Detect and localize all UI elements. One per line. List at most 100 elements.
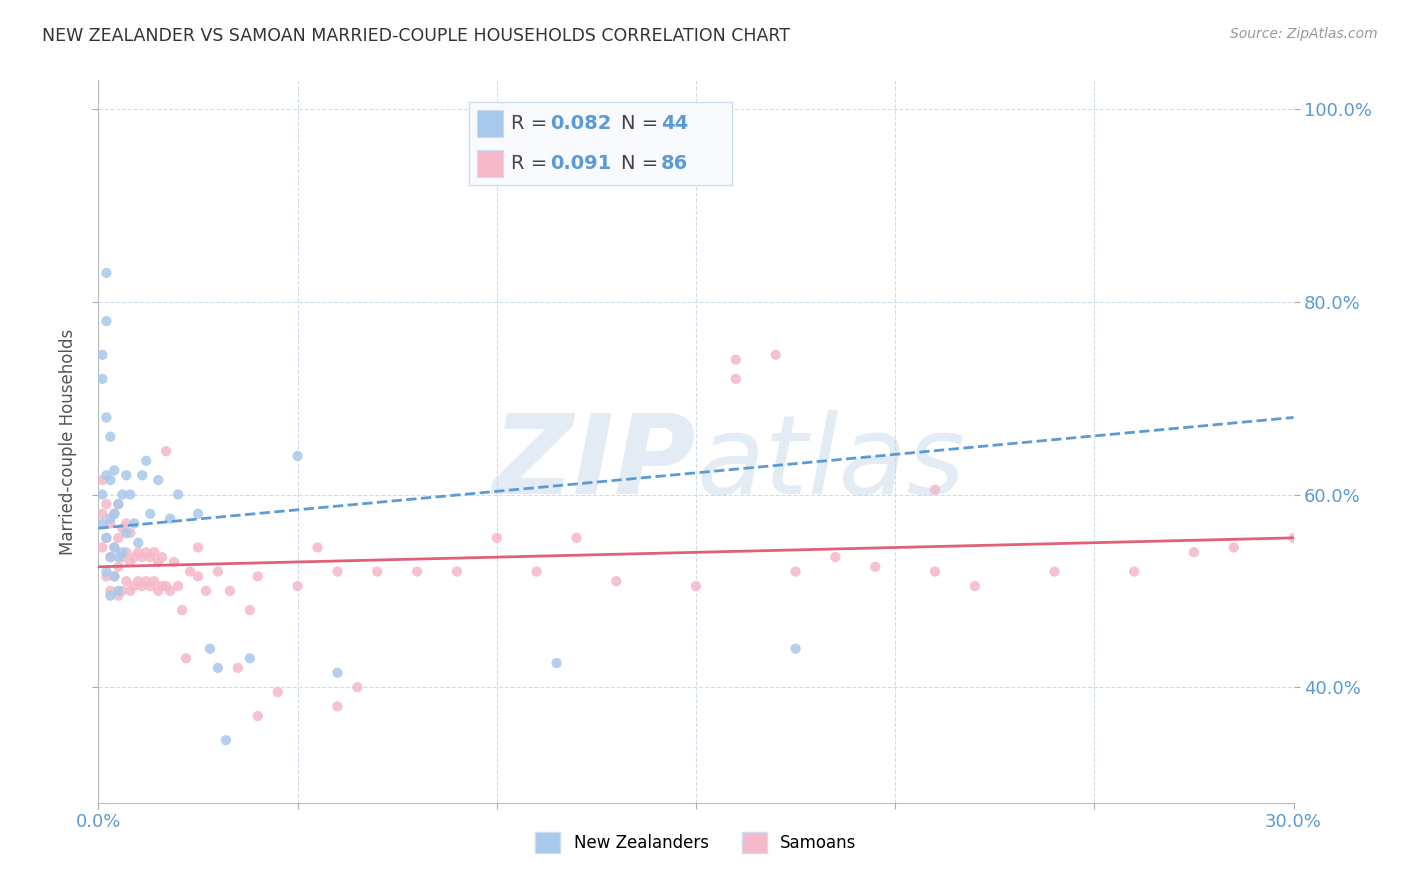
Point bbox=[1282, 531, 1305, 545]
Point bbox=[98, 583, 122, 598]
Legend: New Zealanders, Samoans: New Zealanders, Samoans bbox=[529, 826, 863, 860]
Point bbox=[187, 569, 209, 583]
Point bbox=[685, 579, 707, 593]
Point bbox=[326, 699, 349, 714]
Point bbox=[111, 521, 134, 535]
Point bbox=[96, 565, 118, 579]
Point bbox=[865, 559, 887, 574]
Point bbox=[155, 444, 177, 458]
Point bbox=[167, 579, 190, 593]
Point bbox=[111, 545, 134, 559]
Point bbox=[172, 603, 194, 617]
Point bbox=[246, 569, 269, 583]
Point bbox=[485, 531, 508, 545]
Point bbox=[187, 541, 209, 555]
Point bbox=[765, 348, 787, 362]
Point bbox=[326, 665, 349, 680]
Point bbox=[131, 579, 153, 593]
Point bbox=[163, 555, 186, 569]
Text: NEW ZEALANDER VS SAMOAN MARRIED-COUPLE HOUSEHOLDS CORRELATION CHART: NEW ZEALANDER VS SAMOAN MARRIED-COUPLE H… bbox=[42, 27, 790, 45]
Point bbox=[135, 454, 157, 468]
Point bbox=[785, 565, 807, 579]
Point bbox=[91, 487, 114, 501]
Point bbox=[98, 516, 122, 531]
Point bbox=[96, 314, 118, 328]
Point bbox=[1043, 565, 1066, 579]
Point bbox=[239, 603, 262, 617]
Point bbox=[91, 507, 114, 521]
Point bbox=[98, 430, 122, 444]
Point bbox=[96, 266, 118, 280]
Point bbox=[267, 685, 290, 699]
Point bbox=[131, 468, 153, 483]
Point bbox=[98, 589, 122, 603]
Point bbox=[91, 516, 114, 531]
Point bbox=[1123, 565, 1146, 579]
Point bbox=[103, 541, 125, 555]
Point bbox=[724, 372, 747, 386]
Point bbox=[155, 579, 177, 593]
Point bbox=[239, 651, 262, 665]
Point bbox=[135, 545, 157, 559]
Text: atlas: atlas bbox=[696, 409, 965, 516]
Point bbox=[139, 579, 162, 593]
Point bbox=[91, 541, 114, 555]
Point bbox=[107, 497, 129, 511]
Point bbox=[120, 487, 142, 501]
Point bbox=[174, 651, 197, 665]
Point bbox=[115, 468, 138, 483]
Point bbox=[115, 545, 138, 559]
Point bbox=[226, 661, 249, 675]
Point bbox=[98, 473, 122, 487]
Point bbox=[346, 680, 368, 694]
Point bbox=[446, 565, 468, 579]
Point bbox=[195, 583, 218, 598]
Point bbox=[124, 550, 146, 565]
Point bbox=[96, 531, 118, 545]
Point bbox=[366, 565, 388, 579]
Point bbox=[127, 574, 149, 589]
Point bbox=[127, 535, 149, 549]
Point bbox=[91, 372, 114, 386]
Point bbox=[139, 550, 162, 565]
Point bbox=[111, 487, 134, 501]
Point bbox=[143, 545, 166, 559]
Point bbox=[103, 569, 125, 583]
Point bbox=[107, 531, 129, 545]
Point bbox=[120, 555, 142, 569]
Point bbox=[148, 473, 170, 487]
Point bbox=[179, 565, 201, 579]
Point bbox=[111, 550, 134, 565]
Point bbox=[143, 574, 166, 589]
Point bbox=[91, 473, 114, 487]
Point bbox=[96, 531, 118, 545]
Point bbox=[167, 487, 190, 501]
Point bbox=[159, 583, 181, 598]
Point bbox=[187, 507, 209, 521]
Point bbox=[103, 463, 125, 477]
Point bbox=[107, 550, 129, 565]
Point bbox=[96, 468, 118, 483]
Y-axis label: Married-couple Households: Married-couple Households bbox=[59, 328, 77, 555]
Point bbox=[148, 583, 170, 598]
Text: Source: ZipAtlas.com: Source: ZipAtlas.com bbox=[1230, 27, 1378, 41]
Point bbox=[824, 550, 846, 565]
Point bbox=[924, 565, 946, 579]
Point bbox=[91, 348, 114, 362]
Point bbox=[150, 579, 173, 593]
Point bbox=[124, 579, 146, 593]
Point bbox=[219, 583, 242, 598]
Point bbox=[115, 574, 138, 589]
Point bbox=[406, 565, 429, 579]
Text: ZIP: ZIP bbox=[492, 409, 696, 516]
Point bbox=[198, 641, 221, 656]
Point bbox=[724, 352, 747, 367]
Point bbox=[246, 709, 269, 723]
Point bbox=[215, 733, 238, 747]
Point bbox=[287, 449, 309, 463]
Point bbox=[107, 583, 129, 598]
Point bbox=[526, 565, 548, 579]
Point bbox=[98, 550, 122, 565]
Point bbox=[107, 559, 129, 574]
Point bbox=[207, 565, 229, 579]
